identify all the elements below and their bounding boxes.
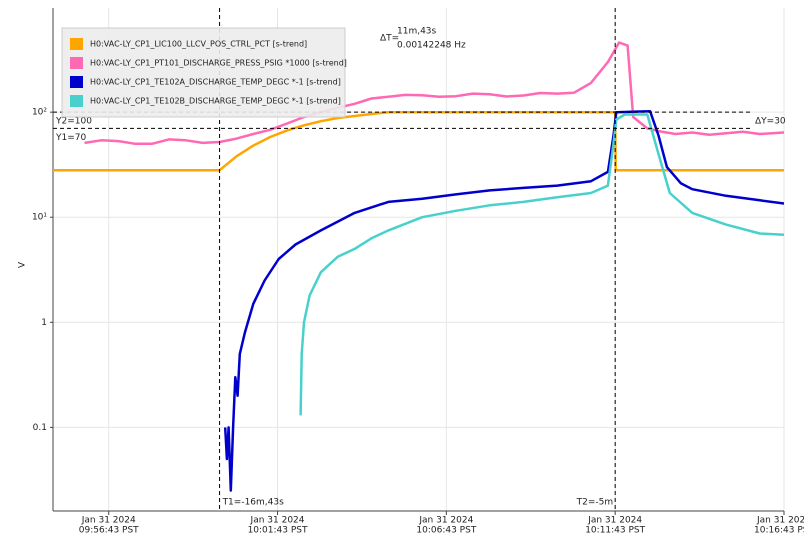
y-tick-label: 0.1	[33, 423, 47, 433]
y-axis-label: V	[18, 261, 28, 268]
legend-swatch	[70, 57, 83, 69]
y-cursor-label: Y2=100	[55, 117, 92, 127]
plot-area	[53, 41, 784, 492]
legend-box	[61, 27, 346, 118]
series-line	[223, 109, 784, 492]
delta-t-value: 11m,43s	[397, 27, 437, 37]
x-tick-label: Jan 31 2024	[587, 516, 642, 526]
x-tick-label: Jan 31 2024	[418, 516, 473, 526]
x-tick-label: 10:01:43 PST	[248, 526, 308, 536]
legend-label: H0:VAC-LY_CP1_TE102B_DISCHARGE_TEMP_DEGC…	[90, 97, 341, 106]
x-tick-label: 10:06:43 PST	[416, 526, 476, 536]
y-tick-label: 10²	[32, 108, 47, 118]
x-tick-label: Jan 31 2024	[81, 516, 136, 526]
legend-swatch	[70, 76, 83, 88]
delta-t-label: ΔT=	[380, 34, 399, 44]
legend-swatch	[70, 38, 83, 50]
x-tick-label: 09:56:43 PST	[79, 526, 139, 536]
delta-y-label: ΔY=30	[755, 117, 786, 127]
x-tick-label: 10:11:43 PST	[585, 526, 645, 536]
x-tick-label: Jan 31 2024	[756, 516, 804, 526]
legend-swatch	[70, 95, 83, 107]
x-cursor-label: T1=-16m,43s	[222, 498, 285, 508]
legend-label: H0:VAC-LY_CP1_LIC100_LLCV_POS_CTRL_PCT […	[90, 40, 307, 49]
y-cursor-label: Y1=70	[55, 133, 86, 143]
series-line	[299, 113, 784, 416]
legend-label: H0:VAC-LY_CP1_PT101_DISCHARGE_PRESS_PSIG…	[90, 59, 347, 68]
legend-label: H0:VAC-LY_CP1_TE102A_DISCHARGE_TEMP_DEGC…	[90, 78, 341, 87]
x-tick-label: Jan 31 2024	[250, 516, 305, 526]
x-cursor-label: T2=-5m	[576, 498, 614, 508]
y-tick-label: 1	[41, 318, 47, 328]
y-tick-label: 10¹	[32, 213, 47, 223]
x-tick-label: 10:16:43 PST	[754, 526, 804, 536]
delta-t-frequency: 0.00142248 Hz	[397, 41, 466, 51]
